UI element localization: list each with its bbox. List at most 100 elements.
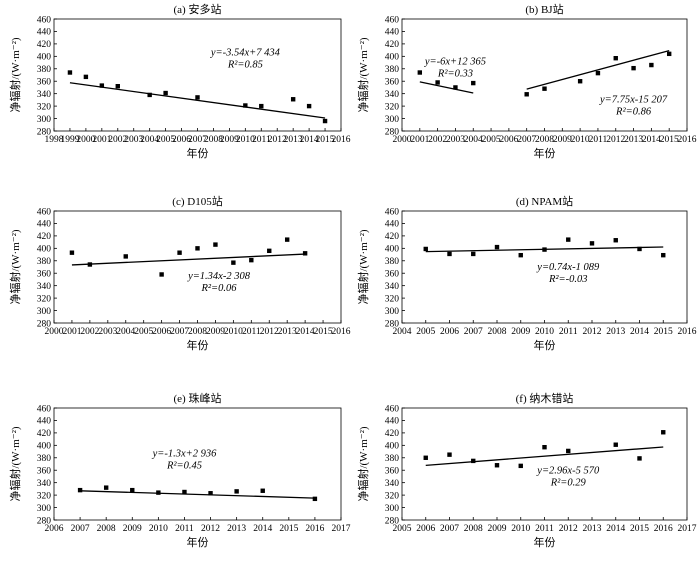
data-point <box>147 92 152 98</box>
x-tick-label: 2015 <box>660 135 679 145</box>
y-tick-label: 320 <box>385 294 400 304</box>
data-point <box>159 272 164 277</box>
plot-frame <box>53 210 342 324</box>
y-tick-label: 280 <box>385 127 400 137</box>
x-tick-label: 2008 <box>204 135 223 145</box>
r-squared-label: R²=0.29 <box>550 477 587 488</box>
data-point <box>661 252 666 258</box>
x-tick-label: 2013 <box>278 327 297 337</box>
data-point <box>130 487 135 493</box>
data-point <box>284 237 290 242</box>
x-tick-label: 2006 <box>499 135 518 145</box>
data-point <box>290 97 296 102</box>
y-tick-label: 420 <box>385 40 400 50</box>
y-tick-label: 460 <box>37 15 52 25</box>
panel-c: (c) D105站2000200120022003200420052006200… <box>8 194 351 352</box>
x-tick-label: 2000 <box>393 135 412 145</box>
trend-line <box>419 81 474 94</box>
y-tick-label: 300 <box>385 504 400 514</box>
data-point <box>649 62 654 68</box>
r-squared-label: R²=0.33 <box>437 68 473 79</box>
y-axis-label: 净辐射/(W·m⁻²) <box>356 426 370 501</box>
x-tick-label: 2003 <box>446 135 465 145</box>
y-tick-label: 280 <box>385 319 400 329</box>
y-tick-label: 360 <box>37 78 52 88</box>
data-point <box>123 254 128 259</box>
panel-title: (d) NPAM站 <box>516 194 573 208</box>
x-tick-label: 2008 <box>188 327 207 337</box>
data-point <box>542 86 547 91</box>
y-axis-label: 净辐射/(W·m⁻²) <box>356 37 370 112</box>
y-tick-label: 380 <box>37 65 52 75</box>
y-tick-label: 360 <box>37 467 52 477</box>
r-squared-label: R²=-0.03 <box>548 274 588 285</box>
x-tick-label: 2005 <box>416 327 435 337</box>
y-tick-label: 460 <box>385 15 400 25</box>
x-tick-label: 2013 <box>624 135 643 145</box>
x-tick-label: 2003 <box>124 135 143 145</box>
x-tick-label: 2015 <box>279 524 298 534</box>
trend-line <box>425 446 664 467</box>
y-tick-label: 300 <box>37 307 52 317</box>
y-tick-label: 320 <box>37 294 52 304</box>
y-tick-label: 320 <box>37 491 52 501</box>
y-axis-label: 净辐射/(W·m⁻²) <box>8 426 22 501</box>
data-point <box>67 70 73 75</box>
y-tick-label: 400 <box>385 53 400 63</box>
x-tick-label: 2011 <box>175 524 194 534</box>
x-tick-label: 2013 <box>583 524 602 534</box>
x-tick-label: 1998 <box>45 135 64 145</box>
y-tick-label: 320 <box>385 102 400 112</box>
x-tick-label: 2001 <box>62 327 81 337</box>
r-squared-label: R²=0.45 <box>166 461 202 472</box>
y-tick-label: 440 <box>37 417 52 427</box>
y-tick-label: 300 <box>37 115 52 125</box>
y-tick-label: 400 <box>37 245 52 255</box>
y-tick-label: 460 <box>37 207 52 217</box>
x-tick-label: 2000 <box>76 135 95 145</box>
y-tick-label: 340 <box>37 479 52 489</box>
x-tick-label: 2012 <box>583 327 602 337</box>
x-tick-label: 2011 <box>242 327 261 337</box>
data-point <box>447 251 452 257</box>
data-point <box>471 80 476 86</box>
data-point <box>83 74 89 80</box>
y-tick-label: 280 <box>37 127 52 137</box>
x-tick-label: 2013 <box>227 524 246 534</box>
x-tick-label: 2009 <box>511 327 530 337</box>
x-tick-label: 2016 <box>332 327 351 337</box>
data-point <box>156 490 161 495</box>
x-tick-label: 2008 <box>464 524 483 534</box>
data-point <box>637 456 642 461</box>
x-tick-label: 2007 <box>440 524 459 534</box>
data-point <box>471 458 476 464</box>
data-point <box>69 250 75 255</box>
panel-e: (e) 珠峰站 2006 2007 2008 2009 2010 2011 2012 2013 2… <box>8 391 351 549</box>
y-tick-label: 440 <box>37 220 52 230</box>
data-point <box>306 103 312 109</box>
panel-title: (e) 珠峰站 <box>174 391 222 405</box>
y-tick-label: 360 <box>385 78 400 88</box>
x-tick-label: 2008 <box>535 135 554 145</box>
x-tick-label: 2000 <box>45 327 64 337</box>
data-point <box>518 463 523 469</box>
data-point <box>195 95 200 100</box>
data-point <box>243 103 248 108</box>
x-tick-label: 2003 <box>98 327 117 337</box>
x-tick-label: 2015 <box>630 524 649 534</box>
y-tick-label: 360 <box>385 270 400 280</box>
y-tick-label: 460 <box>385 404 400 414</box>
data-point <box>87 262 93 267</box>
data-point <box>613 442 618 447</box>
x-tick-label: 2015 <box>314 327 333 337</box>
x-tick-label: 2009 <box>220 135 239 145</box>
y-tick-label: 300 <box>37 504 52 514</box>
data-point <box>115 84 120 89</box>
data-point <box>423 455 428 460</box>
x-tick-label: 2014 <box>300 135 319 145</box>
y-tick-label: 280 <box>37 319 52 329</box>
x-tick-label: 2010 <box>149 524 168 534</box>
x-tick-label: 2015 <box>316 135 335 145</box>
x-tick-label: 2010 <box>236 135 255 145</box>
y-tick-label: 360 <box>37 270 52 280</box>
